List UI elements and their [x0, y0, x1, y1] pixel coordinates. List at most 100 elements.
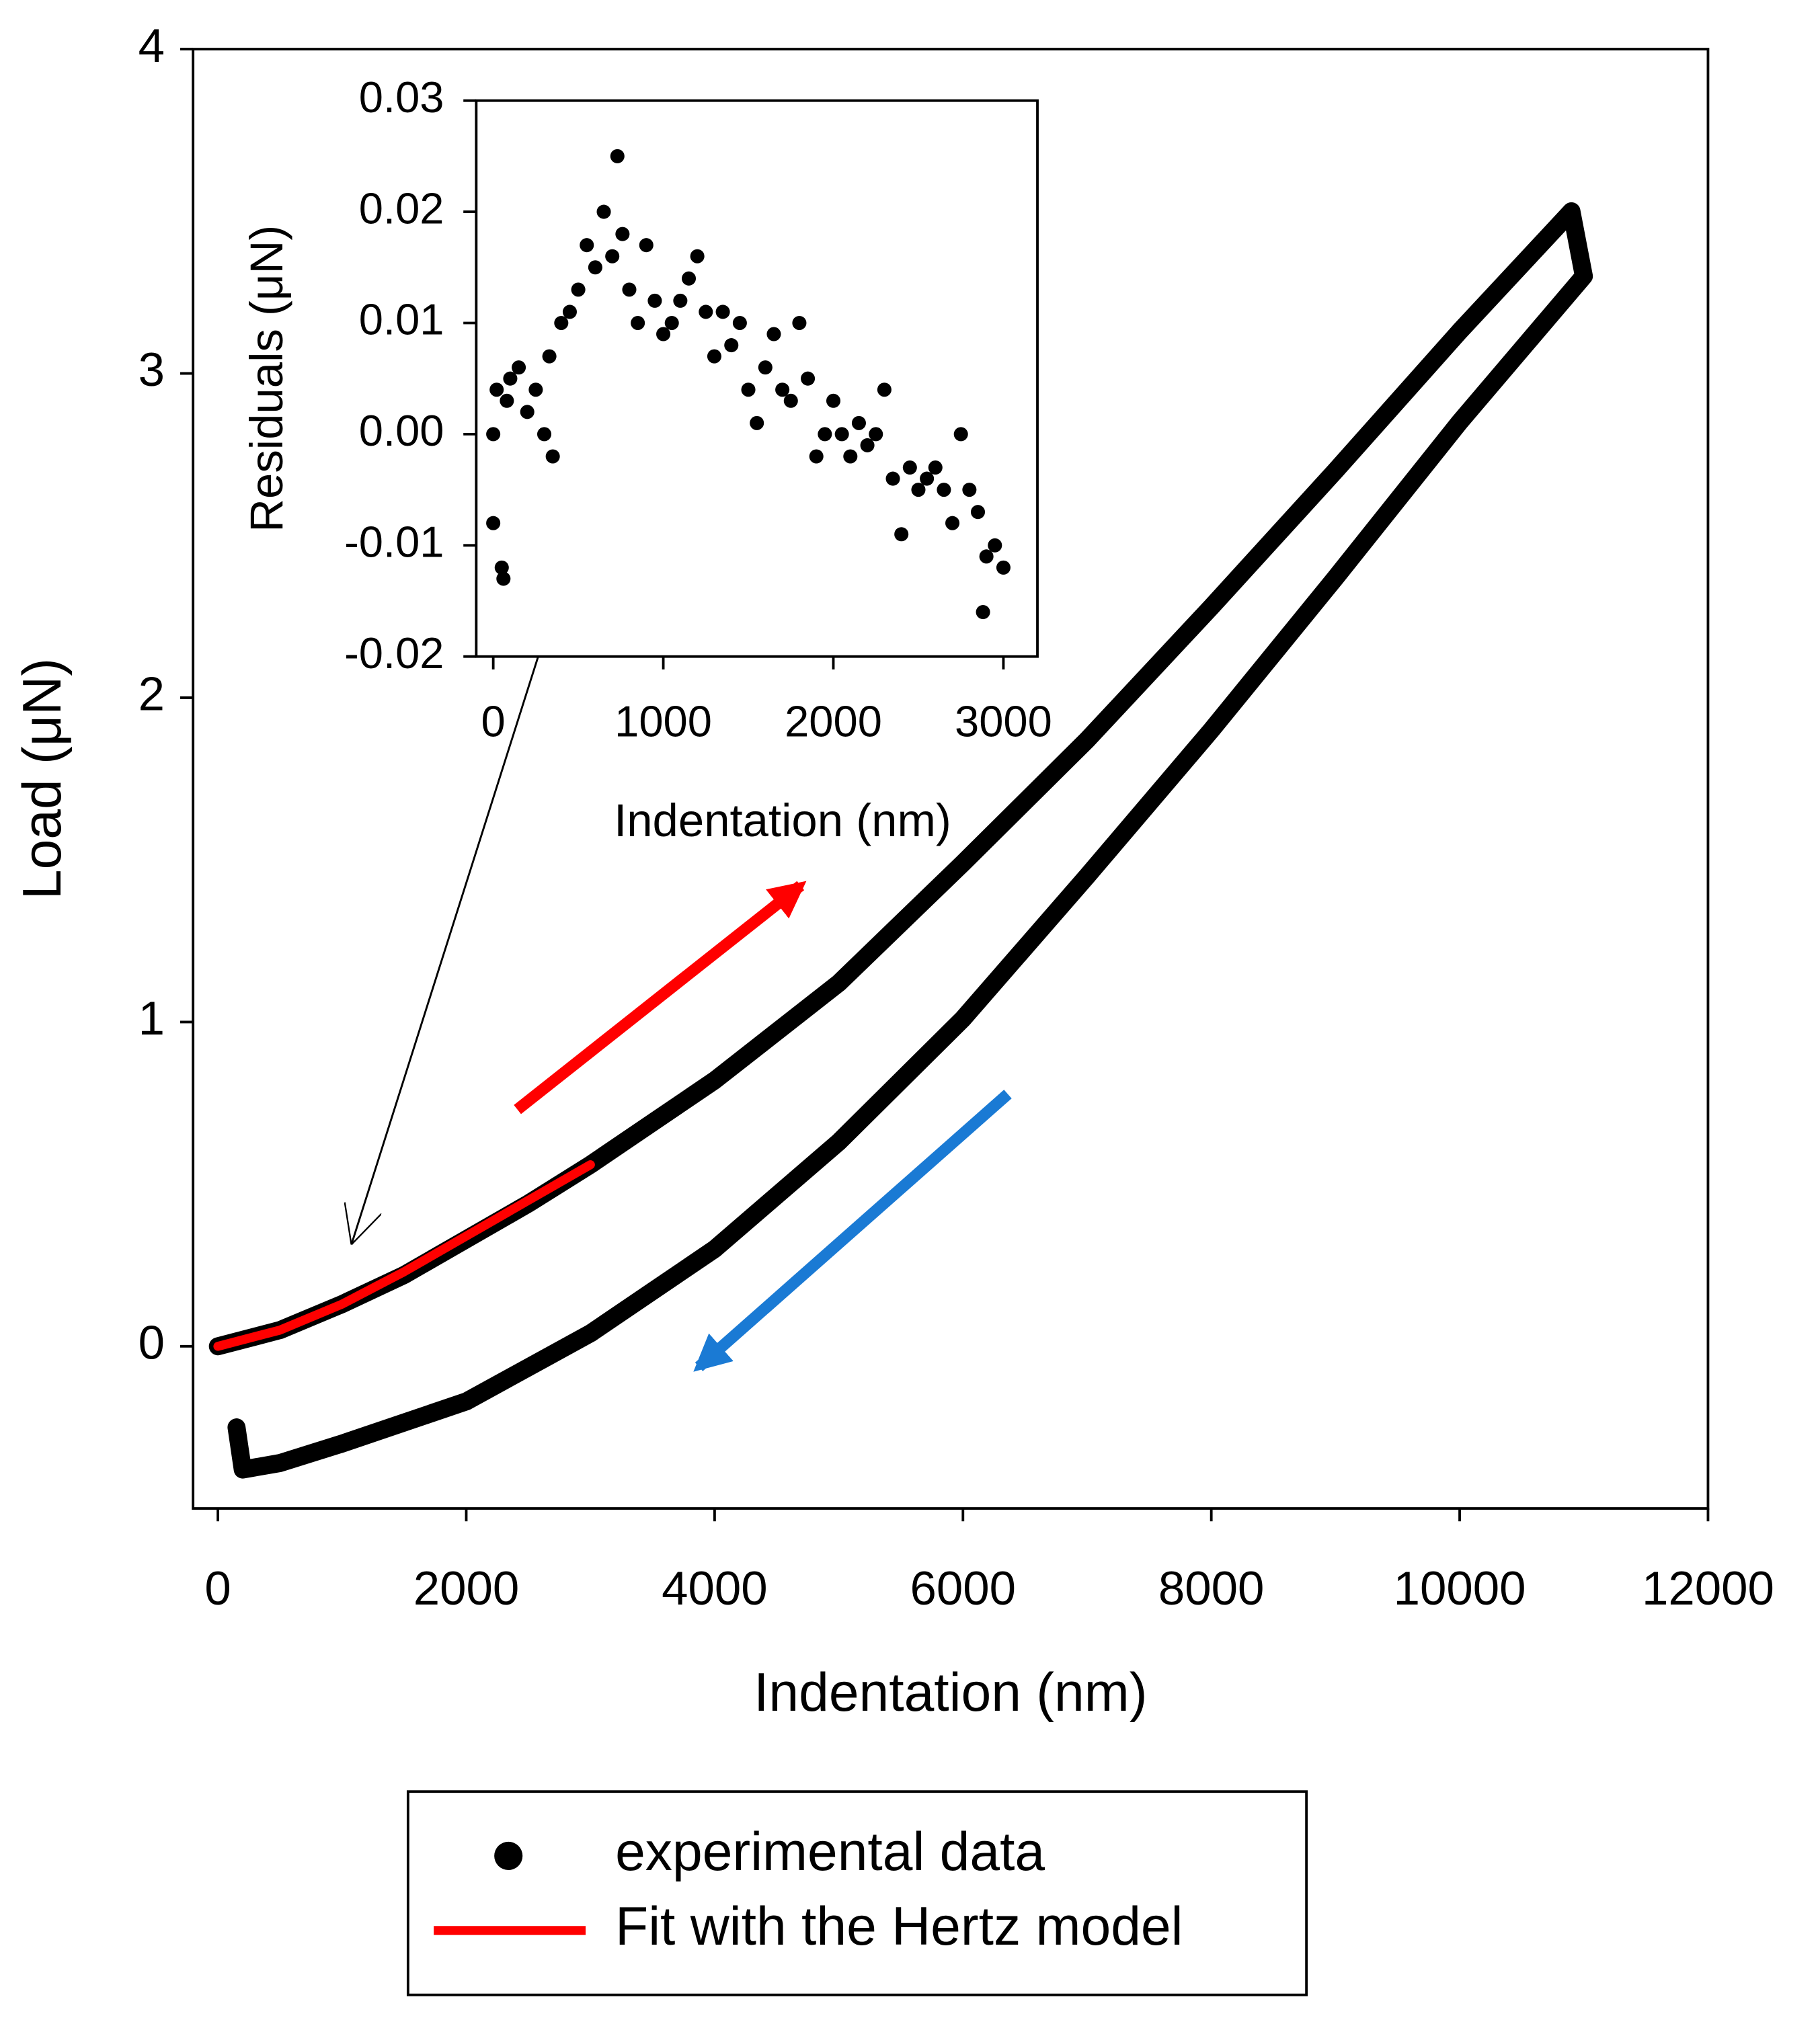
y-axis-title: Load (μN): [12, 658, 73, 899]
data-point: [631, 315, 645, 331]
data-point: [489, 382, 504, 397]
data-point: [843, 449, 858, 464]
data-point: [869, 427, 883, 442]
data-point: [503, 371, 518, 386]
x-tick-label: 3000: [955, 696, 1052, 745]
data-point: [562, 305, 577, 319]
data-point: [486, 516, 501, 530]
data-point: [639, 238, 654, 253]
data-point: [699, 305, 713, 319]
y-tick-label: 2: [139, 668, 165, 721]
data-point: [542, 349, 557, 364]
y-tick-label: 1: [139, 992, 165, 1045]
data-point: [834, 427, 849, 442]
y-tick-label: -0.01: [344, 517, 444, 566]
unloading-arrow: [693, 1090, 1012, 1372]
data-point: [496, 571, 511, 586]
data-point: [500, 393, 514, 408]
x-tick-label: 8000: [1158, 1562, 1265, 1615]
data-point: [596, 204, 611, 219]
data-point: [928, 460, 943, 475]
legend-marker: [494, 1841, 523, 1871]
x-tick-label: 4000: [662, 1562, 768, 1615]
data-point: [911, 483, 926, 497]
y-tick-label: 4: [139, 19, 165, 73]
data-point: [885, 471, 900, 486]
data-point: [860, 438, 875, 452]
x-tick-label: 1000: [615, 696, 712, 745]
y-tick-label: 0: [139, 1317, 165, 1370]
data-point: [732, 315, 747, 331]
data-point: [494, 560, 509, 575]
y-tick-label: 0.02: [359, 184, 444, 233]
x-tick-label: 2000: [785, 696, 882, 745]
data-point: [554, 315, 569, 331]
data-point: [775, 382, 790, 397]
x-tick-label: 0: [204, 1562, 231, 1615]
y-tick-label: 0.00: [359, 406, 444, 455]
data-point: [826, 393, 841, 408]
data-point: [937, 483, 951, 497]
data-point: [615, 227, 630, 241]
data-point: [690, 249, 705, 264]
y-tick-label: 3: [139, 343, 165, 397]
legend-label: Fit with the Hertz model: [615, 1896, 1183, 1957]
data-point: [673, 293, 688, 308]
inset-chart: 0 1000 2000 3000 -0.02 -0.01 0.00 0.01 0.02 0.03 I…: [241, 73, 1052, 846]
data-point: [571, 282, 586, 297]
data-point: [580, 238, 594, 253]
data-point: [953, 427, 968, 442]
x-axis-title: Indentation (nm): [614, 795, 951, 846]
data-point: [996, 560, 1011, 575]
data-point: [976, 605, 990, 620]
data-point: [622, 282, 637, 297]
data-point: [656, 327, 671, 341]
data-point: [486, 427, 501, 442]
data-point: [877, 382, 892, 397]
x-tick-label: 2000: [413, 1562, 520, 1615]
data-point: [902, 460, 917, 475]
x-tick-label: 12000: [1642, 1562, 1774, 1615]
data-point: [809, 449, 824, 464]
data-point: [588, 260, 602, 275]
data-point: [707, 349, 721, 364]
x-tick-label: 0: [481, 696, 506, 745]
data-point: [647, 293, 662, 308]
data-point: [970, 505, 986, 520]
data-point: [818, 427, 832, 442]
data-point: [750, 415, 764, 430]
y-axis-title: Residuals (μN): [241, 225, 292, 532]
data-point: [520, 405, 535, 419]
x-tick-label: 6000: [910, 1562, 1016, 1615]
data-point: [758, 360, 773, 375]
data-point: [664, 315, 679, 331]
data-point: [988, 538, 1002, 553]
data-point: [741, 382, 756, 397]
loading-arrow: [514, 881, 807, 1115]
y-tick-label: 0.01: [359, 295, 444, 344]
data-point: [681, 271, 697, 286]
data-point: [945, 516, 960, 530]
data-point: [894, 527, 909, 542]
x-axis-title: Indentation (nm): [754, 1662, 1147, 1723]
y-tick-label: -0.02: [344, 629, 444, 678]
data-point: [962, 483, 977, 497]
data-point: [715, 305, 730, 319]
data-point: [783, 393, 798, 408]
x-tick-label: 10000: [1394, 1562, 1526, 1615]
data-point: [537, 427, 552, 442]
data-point: [545, 449, 560, 464]
data-point: [610, 149, 625, 163]
data-point: [512, 360, 526, 375]
data-point: [801, 371, 816, 386]
data-point: [979, 549, 994, 564]
data-point: [851, 415, 866, 430]
y-tick-label: 0.03: [359, 73, 444, 122]
data-point: [528, 382, 543, 397]
data-point: [920, 471, 935, 486]
data-point: [724, 338, 739, 353]
data-point: [766, 327, 781, 341]
fit-line: [213, 1160, 595, 1351]
legend-box: [406, 1790, 1308, 1996]
